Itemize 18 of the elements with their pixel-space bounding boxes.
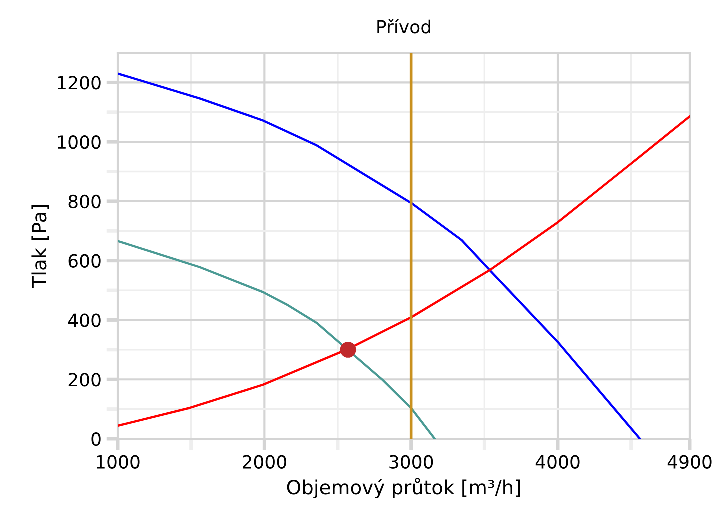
y-tick-label: 1200: [58, 76, 101, 90]
y-tick-label: 600: [68, 254, 101, 268]
y-tick-label: 0: [92, 432, 101, 446]
x-tick-label: 4000: [536, 455, 580, 469]
line-series: [118, 240, 436, 439]
y-axis-title: Tlak [Pa]: [32, 205, 50, 288]
y-tick-label: 800: [68, 194, 101, 209]
y-tick-label: 1000: [58, 136, 101, 150]
x-axis-title: Objemový průtok [m³/h]: [287, 478, 520, 499]
y-tick-label: 400: [68, 314, 101, 328]
y-tick-label: 200: [68, 373, 101, 387]
line-series: [118, 115, 690, 428]
x-tick-label: 2000: [243, 455, 286, 469]
x-tick-label: 1000: [97, 455, 140, 469]
chart-title: Přívod: [378, 19, 430, 34]
line-series: [118, 72, 642, 439]
x-tick-label: 3000: [390, 455, 434, 469]
x-tick-label: 4900: [668, 455, 712, 469]
